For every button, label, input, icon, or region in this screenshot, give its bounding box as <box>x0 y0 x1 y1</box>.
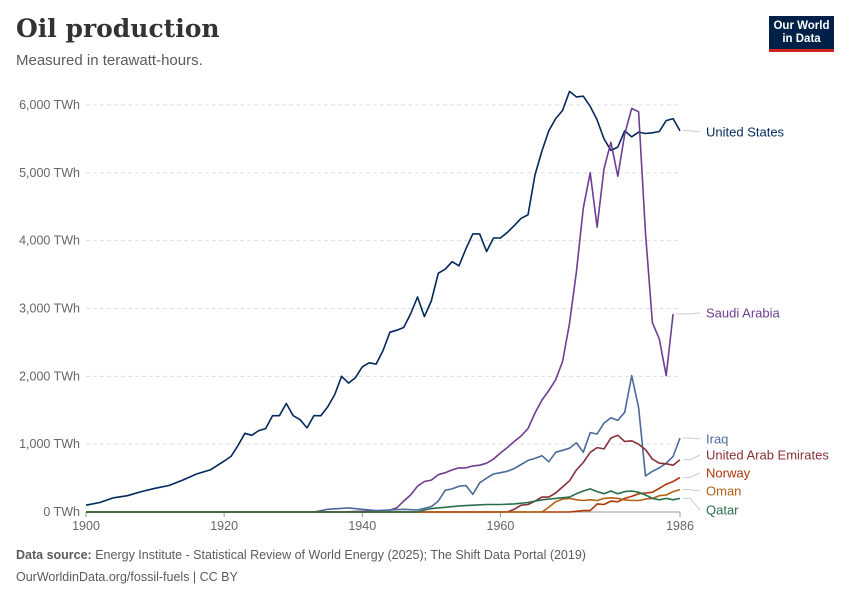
line-chart: 0 TWh 1,000 TWh 2,000 TWh 3,000 TWh 4,000 TW… <box>19 90 829 533</box>
series-label-qatar: Qatar <box>706 503 739 518</box>
y-tick-label: 3,000 TWh <box>19 302 80 316</box>
chart-title: Oil production <box>16 14 220 43</box>
license-note[interactable]: OurWorldinData.org/fossil-fuels | CC BY <box>16 570 238 584</box>
series-line-oman <box>86 488 681 513</box>
logo-line-2: in Data <box>782 33 821 45</box>
leader-line <box>683 489 701 492</box>
leader-line <box>683 454 701 461</box>
leader-line <box>683 472 701 478</box>
series-label-united-arab-emirates: United Arab Emirates <box>706 448 829 463</box>
y-tick-label: 6,000 TWh <box>19 98 80 112</box>
series-line-united-states <box>85 90 681 506</box>
x-tick-label: 1920 <box>210 519 238 533</box>
chart-subtitle: Measured in terawatt-hours. <box>16 52 203 69</box>
x-tick-label: 1940 <box>348 519 376 533</box>
series-line-iraq <box>86 374 681 513</box>
y-tick-label: 5,000 TWh <box>19 166 80 180</box>
series-line-norway <box>86 476 681 513</box>
series-label-norway: Norway <box>706 466 751 481</box>
data-source-note: Data source: Energy Institute - Statisti… <box>16 548 586 562</box>
series-label-iraq: Iraq <box>706 432 728 447</box>
leader-line <box>683 130 701 133</box>
y-tick-label: 2,000 TWh <box>19 369 80 383</box>
data-source-text: Energy Institute - Statistical Review of… <box>95 548 586 562</box>
owid-logo[interactable]: Our World in Data <box>769 16 834 52</box>
y-tick-label: 0 TWh <box>43 505 80 519</box>
y-tick-label: 1,000 TWh <box>19 437 80 451</box>
x-tick-label: 1960 <box>487 519 515 533</box>
series-line-saudi-arabia <box>86 107 674 513</box>
leader-line <box>676 312 701 315</box>
series-label-oman: Oman <box>706 484 741 499</box>
y-tick-label: 4,000 TWh <box>19 234 80 248</box>
series-label-united-states: United States <box>706 125 785 140</box>
leader-line <box>683 497 701 511</box>
x-tick-label: 1986 <box>666 519 694 533</box>
logo-line-1: Our World <box>773 20 830 32</box>
series-line-qatar <box>86 488 681 513</box>
x-tick-label: 1900 <box>72 519 100 533</box>
leader-line <box>683 437 701 440</box>
series-label-saudi-arabia: Saudi Arabia <box>706 306 780 321</box>
data-source-label: Data source: <box>16 548 92 562</box>
series-line-united-arab-emirates <box>86 434 681 513</box>
